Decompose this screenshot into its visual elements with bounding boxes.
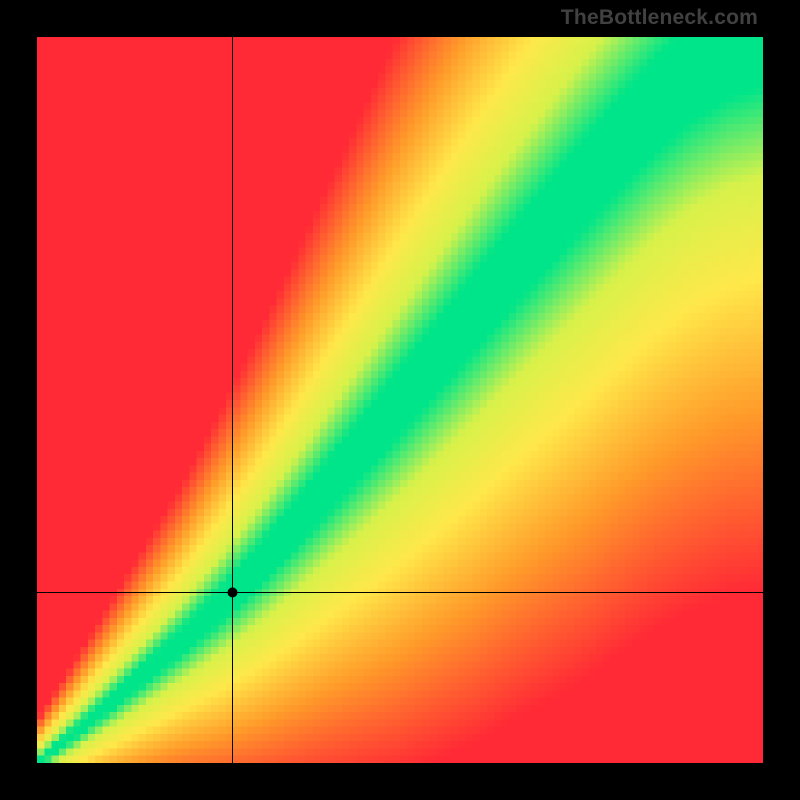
crosshair-overlay <box>37 37 763 763</box>
watermark-text: TheBottleneck.com <box>561 6 758 30</box>
